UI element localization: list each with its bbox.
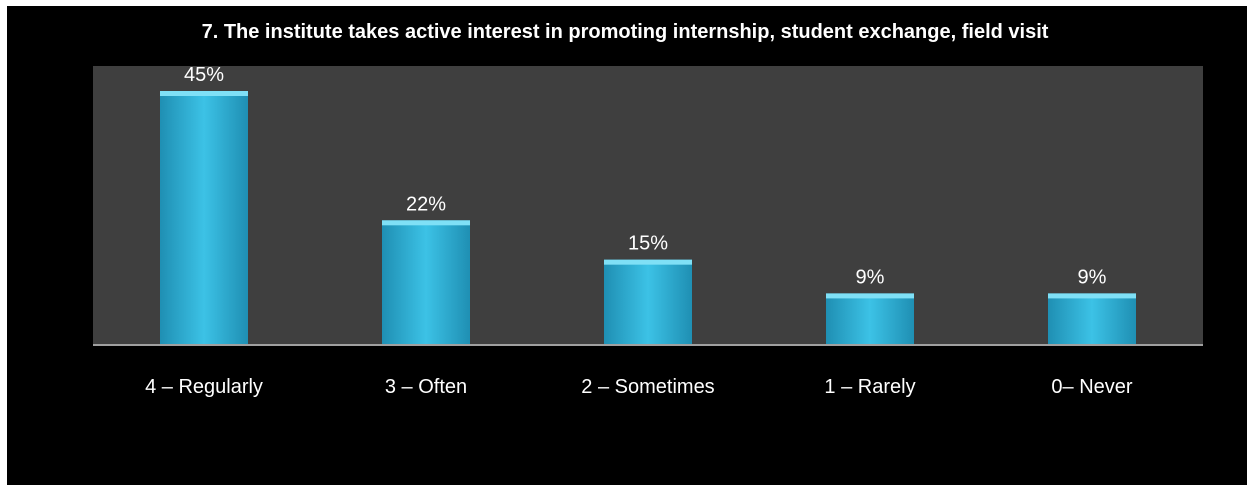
bar-body	[826, 293, 914, 344]
bar-body	[382, 220, 470, 344]
bar-top-highlight	[826, 293, 914, 299]
bar-3	[604, 259, 692, 344]
category-label: 0– Never	[1051, 376, 1133, 398]
data-label: 22%	[406, 193, 446, 215]
bar-top-highlight	[1048, 293, 1136, 299]
chart-title: 7. The institute takes active interest i…	[201, 21, 1049, 43]
bar-top-highlight	[382, 220, 470, 226]
bar-body	[160, 91, 248, 344]
data-label: 9%	[1078, 266, 1107, 288]
data-label: 45%	[184, 64, 224, 86]
bar-2	[382, 220, 470, 344]
bar-body	[604, 259, 692, 344]
bar-body	[1048, 293, 1136, 344]
bar-top-highlight	[160, 91, 248, 96]
bar-top-highlight	[604, 259, 692, 265]
bar-5	[1048, 293, 1136, 344]
category-label: 4 – Regularly	[145, 376, 263, 398]
bar-1	[160, 91, 248, 344]
category-label: 2 – Sometimes	[581, 376, 715, 398]
category-label: 3 – Often	[384, 376, 468, 398]
category-label: 1 – Rarely	[824, 376, 916, 398]
data-label: 9%	[856, 266, 885, 288]
bar-4	[826, 293, 914, 344]
data-label: 15%	[628, 233, 668, 255]
x-axis-line	[93, 344, 1203, 346]
